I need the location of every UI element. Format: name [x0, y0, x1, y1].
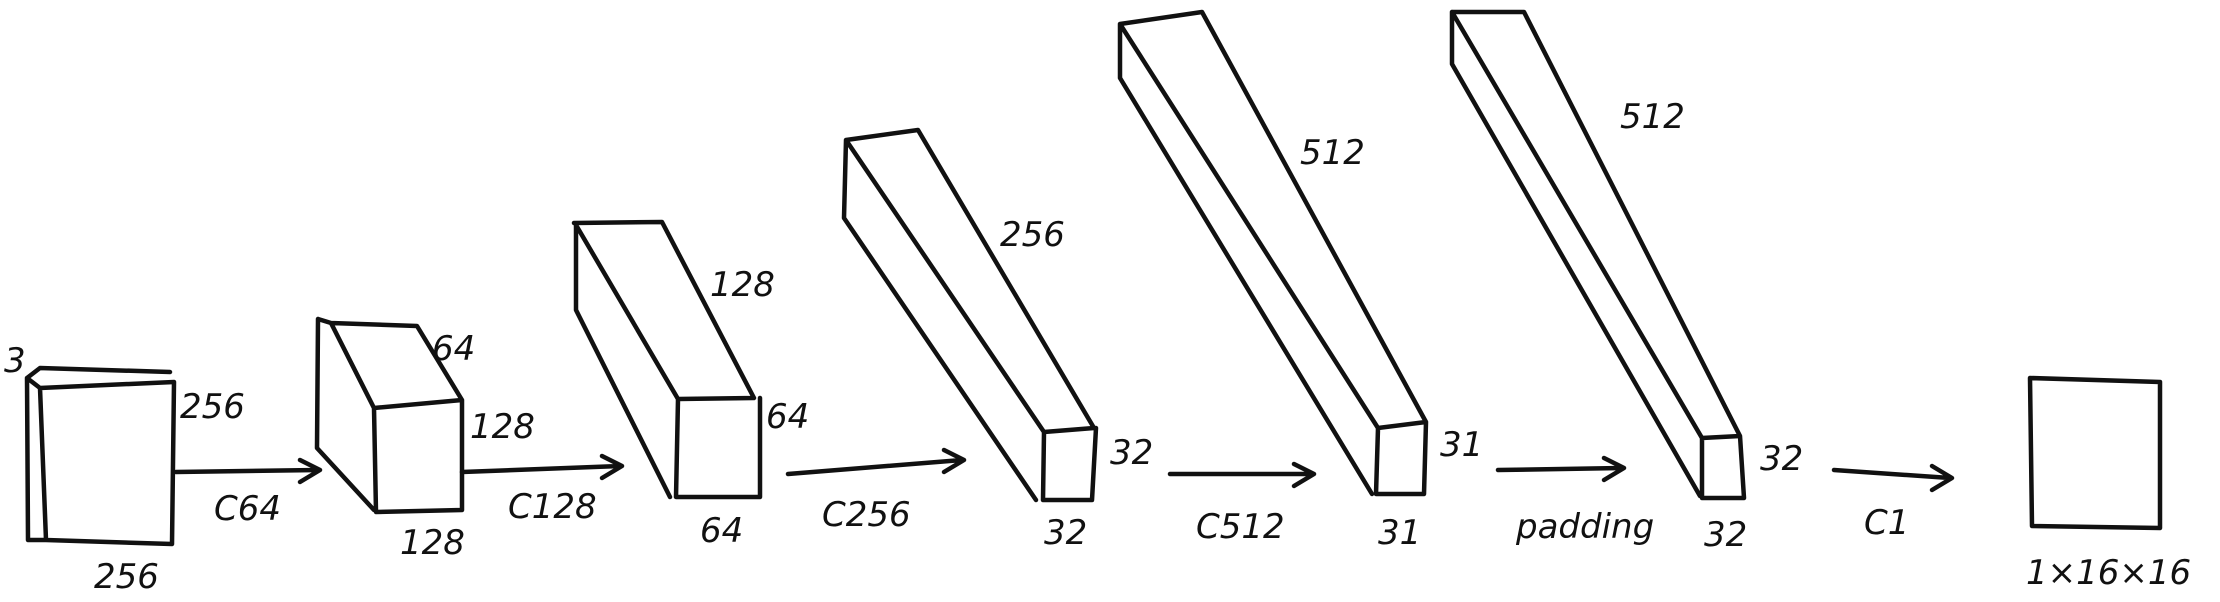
output-block: 1×16×16 — [2026, 375, 2191, 593]
output-dims-label: 1×16×16 — [2026, 553, 2191, 593]
block2-width-label: 64 — [700, 511, 743, 551]
block2-height-label: 64 — [766, 397, 809, 437]
padded-channels-label: 512 — [1620, 97, 1685, 137]
block3-height-label: 32 — [1110, 433, 1153, 473]
arrow-c64: C64 — [173, 457, 323, 529]
conv-block-2: 128 64 64 — [571, 219, 809, 551]
block1-width-label: 128 — [400, 523, 465, 563]
arrow-c128: C128 — [459, 453, 625, 527]
input-height-label: 256 — [180, 387, 245, 427]
block3-channels-label: 256 — [1000, 215, 1065, 255]
arrow-c512-label: C512 — [1196, 507, 1285, 547]
block4-width-label: 31 — [1378, 513, 1421, 553]
block4-height-label: 31 — [1440, 425, 1483, 465]
block1-height-label: 128 — [470, 407, 535, 447]
block1-channels-label: 64 — [432, 329, 475, 369]
arrow-c256: C256 — [785, 447, 967, 535]
arrow-c128-label: C128 — [508, 487, 597, 527]
input-width-label: 256 — [94, 557, 159, 597]
padded-height-label: 32 — [1760, 439, 1803, 479]
padded-block: 512 32 32 — [1449, 9, 1803, 555]
block3-width-label: 32 — [1044, 513, 1087, 553]
arrow-c1-label: C1 — [1864, 503, 1909, 543]
conv-block-3: 256 32 32 — [841, 127, 1153, 553]
padded-width-label: 32 — [1704, 515, 1747, 555]
arrow-c512: C512 — [1167, 461, 1317, 547]
conv-block-4: 512 31 31 — [1117, 9, 1483, 553]
arrow-c256-label: C256 — [822, 495, 911, 535]
input-block: 3 256 256 — [4, 341, 245, 597]
arrow-padding: padding — [1495, 455, 1654, 547]
conv-block-1: 64 128 128 — [314, 316, 535, 563]
input-channels-label: 3 — [4, 341, 26, 381]
block2-channels-label: 128 — [710, 265, 775, 305]
block4-channels-label: 512 — [1300, 133, 1365, 173]
arrow-padding-label: padding — [1515, 507, 1654, 547]
arrow-c64-label: C64 — [214, 489, 281, 529]
arrow-c1: C1 — [1831, 463, 1955, 543]
